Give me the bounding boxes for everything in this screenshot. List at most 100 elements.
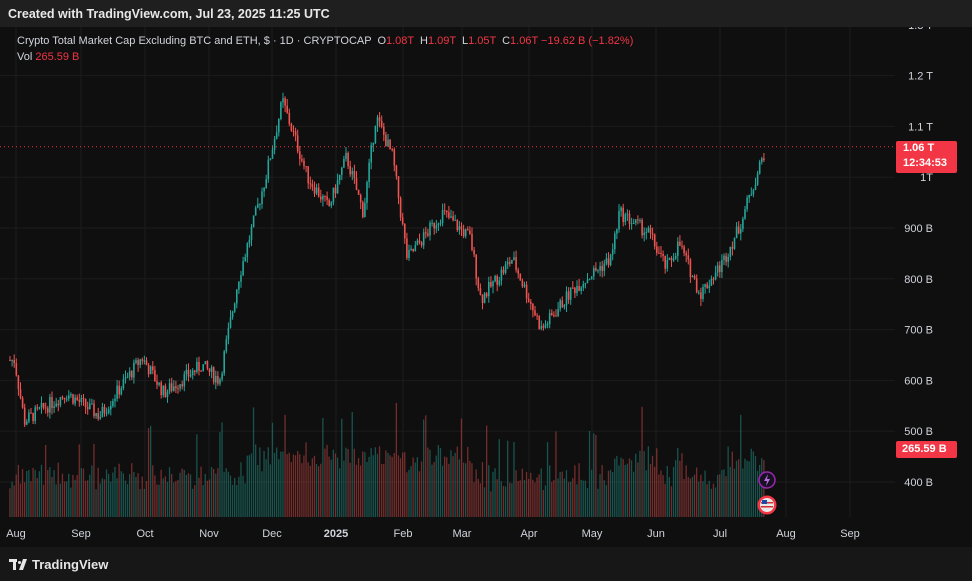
candle-body xyxy=(448,212,450,218)
candle-body xyxy=(374,125,377,143)
volume-bar xyxy=(437,445,439,517)
candle-body xyxy=(65,398,68,400)
volume-bar xyxy=(586,488,589,517)
candle-body xyxy=(651,233,654,235)
volume-bar xyxy=(345,447,347,517)
volume-bar xyxy=(28,470,30,517)
candle-body xyxy=(51,397,53,409)
volume-bar xyxy=(257,465,259,517)
volume-bar xyxy=(538,474,540,517)
candle-body xyxy=(406,238,408,259)
candle-body xyxy=(70,394,72,396)
volume-bar xyxy=(507,440,509,517)
candle-body xyxy=(135,360,137,363)
volume-bar xyxy=(500,481,502,517)
candle-body xyxy=(664,255,666,269)
candle-body xyxy=(395,165,398,177)
volume-bar xyxy=(87,480,89,517)
y-axis[interactable]: 400 B 500 B 600 B 700 B 800 B 900 B 1T 1.1 T 1.2… xyxy=(904,20,933,489)
candle-body xyxy=(61,397,64,399)
volume-bar xyxy=(124,480,127,517)
x-axis[interactable]: Aug Sep Oct Nov Dec 2025 Feb Mar Apr May Jun Jul Aug… xyxy=(6,528,860,540)
volume-bar xyxy=(479,483,481,517)
candle-body xyxy=(614,233,616,250)
volume-bar xyxy=(628,458,631,517)
candle-body xyxy=(532,304,534,311)
candle-body xyxy=(731,246,734,249)
volume-bar xyxy=(42,484,45,517)
volume-bar xyxy=(412,457,414,517)
volume-bar xyxy=(61,473,64,517)
volume-bar xyxy=(370,448,372,517)
volume-bar xyxy=(324,448,326,517)
volume-bar xyxy=(532,479,534,517)
price-chart[interactable]: 400 B 500 B 600 B 700 B 800 B 900 B 1T 1.1 T 1.2… xyxy=(0,20,972,547)
candle-body xyxy=(464,229,467,237)
volume-bar xyxy=(34,470,36,517)
volume-bar xyxy=(292,454,295,517)
tradingview-logo-icon xyxy=(9,558,28,571)
volume-bar xyxy=(49,467,51,517)
candle-body xyxy=(515,257,517,270)
candle-body xyxy=(248,239,251,244)
volume-bar xyxy=(221,422,223,517)
volume-bar xyxy=(368,456,370,517)
candle-body xyxy=(336,180,339,194)
volume-bar xyxy=(641,406,643,517)
volume-bar xyxy=(439,448,442,517)
volume-bar xyxy=(418,471,421,517)
volume-label: Vol xyxy=(17,51,33,63)
candle-body xyxy=(761,158,763,162)
candle-body xyxy=(641,219,643,236)
volume-bar xyxy=(198,477,200,517)
candle-body xyxy=(93,403,95,417)
candle-body xyxy=(212,367,215,383)
candle-body xyxy=(366,182,368,203)
candle-body xyxy=(601,266,603,271)
candle-body xyxy=(328,199,330,206)
volume-bar xyxy=(517,481,519,517)
volume-bar xyxy=(330,459,332,517)
us-flag-event-icon[interactable] xyxy=(757,495,777,515)
chart-area[interactable]: 400 B 500 B 600 B 700 B 800 B 900 B 1T 1.1 T 1.2… xyxy=(0,20,972,547)
legend-main-row: Crypto Total Market Cap Excluding BTC an… xyxy=(17,35,633,47)
x-tick-label: Nov xyxy=(199,528,219,540)
volume-bar xyxy=(666,466,668,517)
volume-bar xyxy=(444,456,446,517)
volume-bar xyxy=(273,452,276,517)
candle-body xyxy=(59,397,62,406)
volume-bar xyxy=(181,468,183,517)
volume-bar xyxy=(742,468,744,517)
volume-bar xyxy=(521,468,523,517)
candle-body xyxy=(68,395,70,399)
volume-bar xyxy=(525,472,528,517)
lightning-event-icon[interactable] xyxy=(758,471,776,489)
watermark-bar: Created with TradingView.com, Jul 23, 20… xyxy=(0,0,972,27)
candle-body xyxy=(28,412,30,422)
candle-body xyxy=(231,311,234,318)
volume-bar xyxy=(122,473,124,517)
volume-bar xyxy=(630,460,633,517)
candle-body xyxy=(179,384,181,389)
volume-bar xyxy=(297,450,299,517)
x-tick-label: Sep xyxy=(71,528,91,540)
volume-bar xyxy=(475,469,477,517)
volume-bar xyxy=(408,469,410,517)
candle-body xyxy=(86,407,89,410)
candle-body xyxy=(332,187,335,203)
volume-bar xyxy=(675,460,677,517)
tradingview-brand[interactable]: TradingView xyxy=(9,557,108,572)
candle-body xyxy=(488,281,490,297)
x-tick-label: May xyxy=(582,528,603,540)
volume-bar xyxy=(154,475,156,517)
candle-body xyxy=(175,386,177,389)
volume-bar xyxy=(147,428,150,517)
volume-bar xyxy=(341,418,343,517)
candle-body xyxy=(238,281,240,290)
volume-bar xyxy=(284,414,286,517)
candle-body xyxy=(666,260,669,269)
volume-bar xyxy=(45,444,47,517)
volume-bar xyxy=(719,474,721,517)
volume-bar xyxy=(645,470,647,517)
candle-body xyxy=(259,203,261,205)
